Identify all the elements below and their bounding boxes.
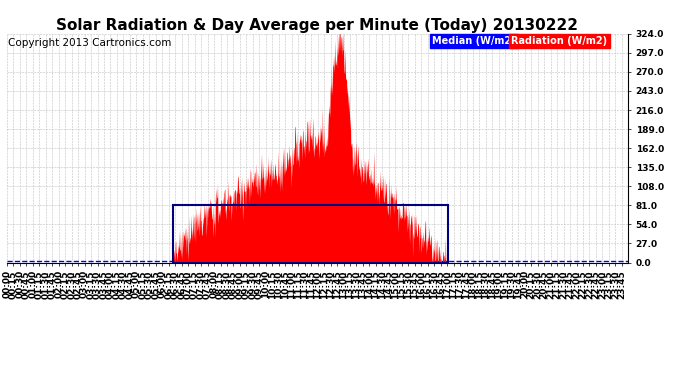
Title: Solar Radiation & Day Average per Minute (Today) 20130222: Solar Radiation & Day Average per Minute…	[57, 18, 578, 33]
Bar	[173, 206, 448, 262]
Text: Copyright 2013 Cartronics.com: Copyright 2013 Cartronics.com	[8, 38, 172, 48]
Text: Median (W/m2): Median (W/m2)	[432, 36, 516, 46]
Text: Radiation (W/m2): Radiation (W/m2)	[511, 36, 607, 46]
